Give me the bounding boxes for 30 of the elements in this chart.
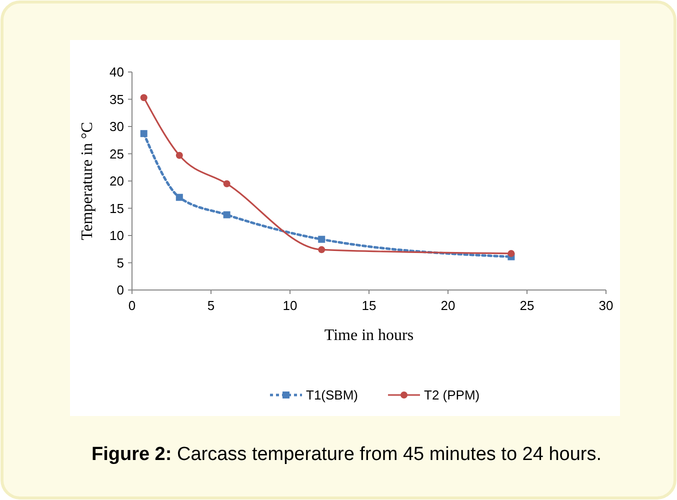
legend-label: T1(SBM) [306, 388, 358, 403]
point [140, 130, 148, 138]
x-tick-label: 15 [362, 298, 376, 313]
x-tick-label: 20 [440, 298, 456, 313]
point [318, 236, 326, 243]
x-tick-label: 5 [207, 298, 215, 313]
y-tick-label: 20 [110, 174, 124, 189]
text: Figure 2: Carcass temperature from 45 minutes to 24 hours. [91, 444, 602, 465]
x-tick-label: 0 [128, 298, 136, 313]
x-tick-label: 30 [598, 298, 614, 313]
y-tick-label: 30 [110, 119, 124, 134]
x-tick-label: 25 [520, 298, 534, 313]
point [318, 246, 326, 254]
point [176, 194, 183, 201]
point [176, 152, 183, 159]
y-tick-label: 40 [110, 64, 124, 80]
point [508, 250, 515, 257]
legend-label: T2 (PPM) [424, 388, 480, 403]
point [223, 180, 230, 188]
point [140, 94, 148, 102]
y-tick-label: 10 [110, 228, 124, 244]
x-axis-title: Time in hours [324, 327, 414, 344]
y-axis-title: Temperature in °C [79, 122, 96, 240]
point [223, 211, 230, 218]
x-tick-label: 10 [282, 298, 298, 313]
y-tick-label: 15 [110, 200, 124, 216]
y-tick-label: 0 [116, 282, 124, 298]
y-tick-label: 25 [110, 146, 124, 162]
y-tick-label: 35 [110, 92, 124, 107]
y-tick-label: 5 [116, 255, 124, 270]
